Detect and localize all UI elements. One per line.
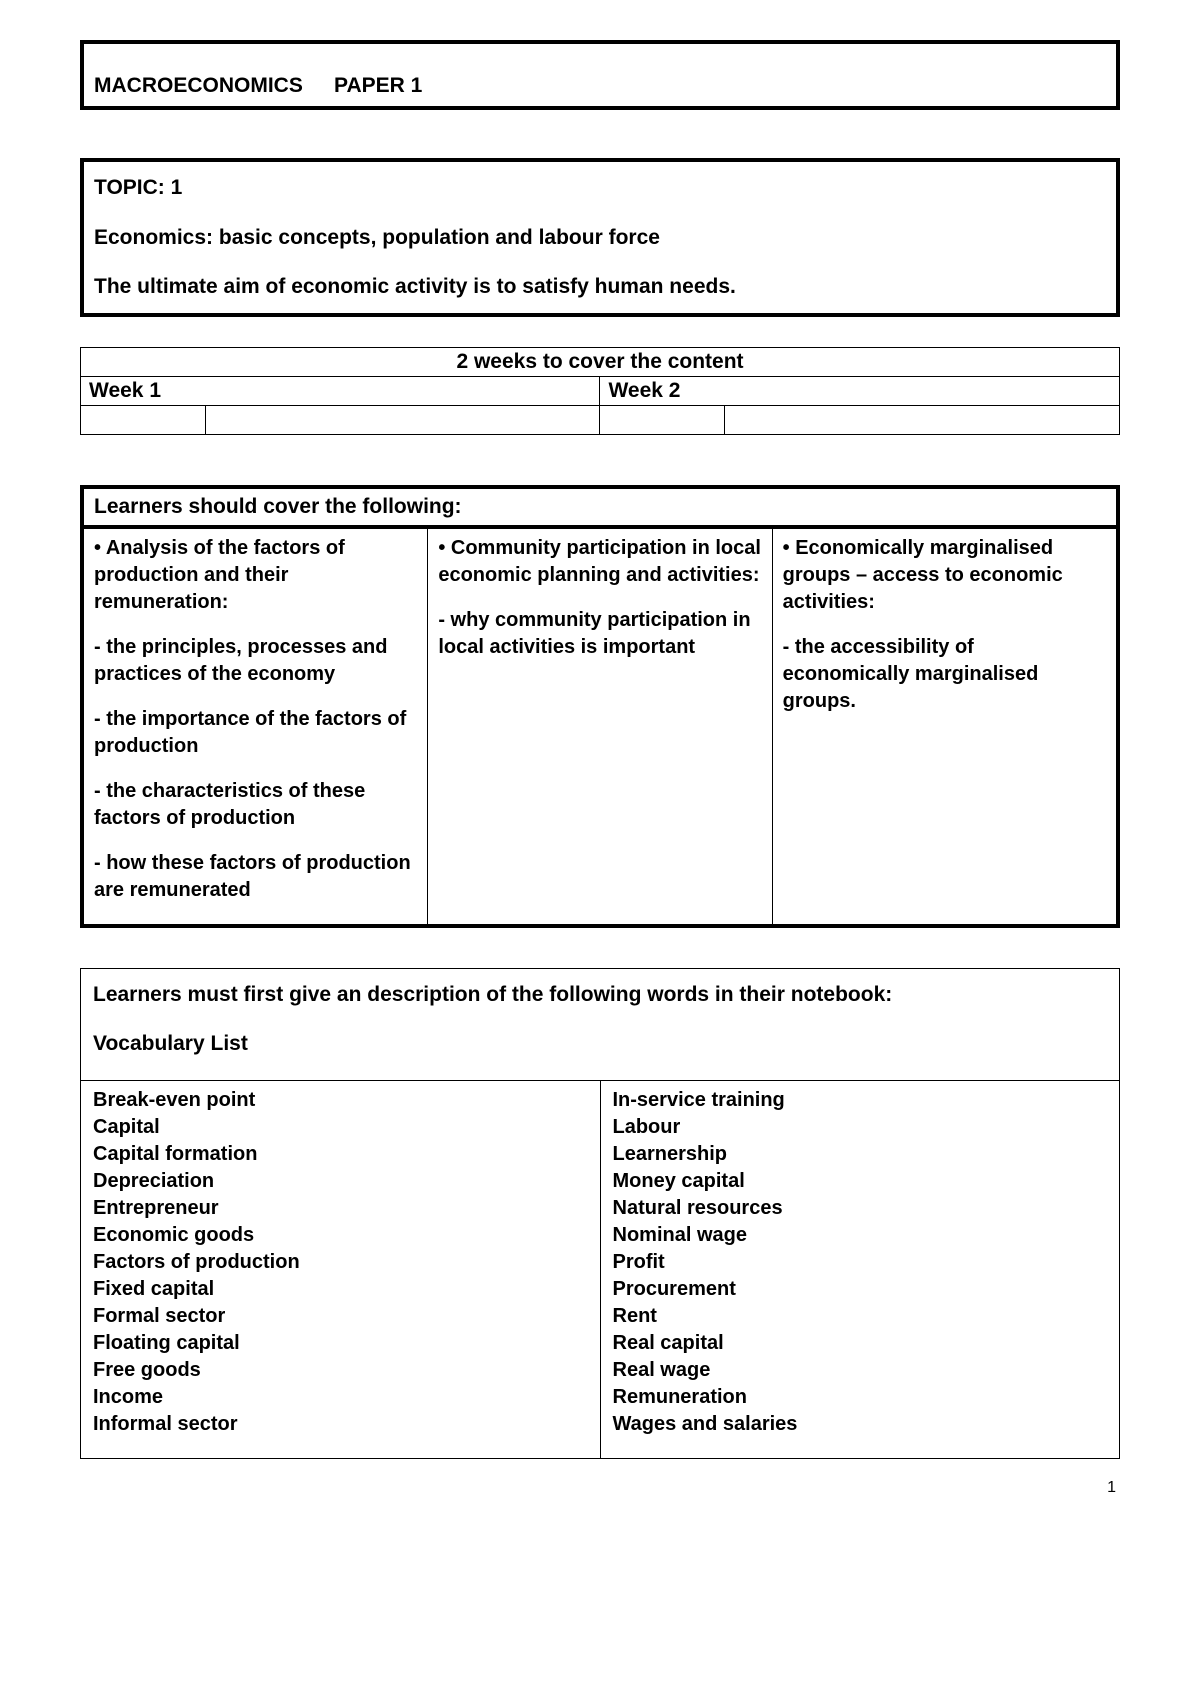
- sub-point: - the accessibility of economically marg…: [783, 634, 1106, 715]
- paper-label: PAPER 1: [334, 74, 422, 98]
- vocab-term: Natural resources: [613, 1195, 1108, 1222]
- vocab-grid: Break-even point Capital Capital formati…: [81, 1081, 1119, 1458]
- vocab-term: Money capital: [613, 1168, 1108, 1195]
- vocab-col-left: Break-even point Capital Capital formati…: [81, 1081, 601, 1458]
- learners-cover-box: Learners should cover the following: • A…: [80, 485, 1120, 928]
- topic-title: Economics: basic concepts, population an…: [94, 222, 1106, 254]
- vocab-top: Learners must first give an description …: [81, 969, 1119, 1081]
- vocab-term: Free goods: [93, 1357, 588, 1384]
- vocab-term: Real capital: [613, 1330, 1108, 1357]
- vocab-intro: Learners must first give an description …: [93, 979, 1107, 1011]
- vocab-label: Vocabulary List: [93, 1028, 1107, 1060]
- vocab-term: Break-even point: [93, 1087, 588, 1114]
- vocab-term: Formal sector: [93, 1303, 588, 1330]
- bullet-text: • Analysis of the factors of production …: [94, 535, 417, 616]
- learn-col-1: • Analysis of the factors of production …: [84, 529, 428, 924]
- sub-point: - the importance of the factors of produ…: [94, 706, 417, 760]
- vocab-term: Depreciation: [93, 1168, 588, 1195]
- vocab-col-right: In-service training Labour Learnership M…: [601, 1081, 1120, 1458]
- empty-cell: [600, 405, 725, 434]
- vocab-term: Fixed capital: [93, 1276, 588, 1303]
- weeks-head: 2 weeks to cover the content: [81, 347, 1120, 376]
- vocab-term: Profit: [613, 1249, 1108, 1276]
- topic-number: TOPIC: 1: [94, 172, 1106, 204]
- learn-col-2: • Community participation in local econo…: [428, 529, 772, 924]
- empty-cell: [81, 405, 206, 434]
- weeks-table: 2 weeks to cover the content Week 1 Week…: [80, 347, 1120, 435]
- vocab-term: Income: [93, 1384, 588, 1411]
- empty-cell: [205, 405, 600, 434]
- learners-cover-head: Learners should cover the following:: [84, 489, 1116, 529]
- vocab-term: In-service training: [613, 1087, 1108, 1114]
- learn-col-3: • Economically marginalised groups – acc…: [773, 529, 1116, 924]
- vocab-term: Real wage: [613, 1357, 1108, 1384]
- vocab-term: Factors of production: [93, 1249, 588, 1276]
- vocab-term: Procurement: [613, 1276, 1108, 1303]
- vocab-term: Economic goods: [93, 1222, 588, 1249]
- learners-grid: • Analysis of the factors of production …: [84, 529, 1116, 924]
- vocab-term: Learnership: [613, 1141, 1108, 1168]
- week2-cell: Week 2: [600, 376, 1120, 405]
- vocab-term: Floating capital: [93, 1330, 588, 1357]
- vocab-term: Entrepreneur: [93, 1195, 588, 1222]
- vocab-term: Capital: [93, 1114, 588, 1141]
- header-box: MACROECONOMICS PAPER 1: [80, 40, 1120, 110]
- vocab-term: Wages and salaries: [613, 1411, 1108, 1438]
- bullet-text: • Economically marginalised groups – acc…: [783, 535, 1106, 616]
- topic-aim: The ultimate aim of economic activity is…: [94, 271, 1106, 303]
- topic-box: TOPIC: 1 Economics: basic concepts, popu…: [80, 158, 1120, 317]
- week1-cell: Week 1: [81, 376, 600, 405]
- sub-point: - the characteristics of these factors o…: [94, 778, 417, 832]
- sub-point: - the principles, processes and practice…: [94, 634, 417, 688]
- vocab-term: Rent: [613, 1303, 1108, 1330]
- vocab-box: Learners must first give an description …: [80, 968, 1120, 1459]
- vocab-term: Informal sector: [93, 1411, 588, 1438]
- bullet-text: • Community participation in local econo…: [438, 535, 761, 589]
- page: MACROECONOMICS PAPER 1 TOPIC: 1 Economic…: [0, 0, 1200, 1537]
- sub-point: - how these factors of production are re…: [94, 850, 417, 904]
- sub-point: - why community participation in local a…: [438, 607, 761, 661]
- subject-label: MACROECONOMICS: [94, 74, 334, 98]
- vocab-term: Remuneration: [613, 1384, 1108, 1411]
- vocab-term: Labour: [613, 1114, 1108, 1141]
- page-number: 1: [80, 1479, 1120, 1497]
- empty-cell: [725, 405, 1120, 434]
- vocab-term: Capital formation: [93, 1141, 588, 1168]
- vocab-term: Nominal wage: [613, 1222, 1108, 1249]
